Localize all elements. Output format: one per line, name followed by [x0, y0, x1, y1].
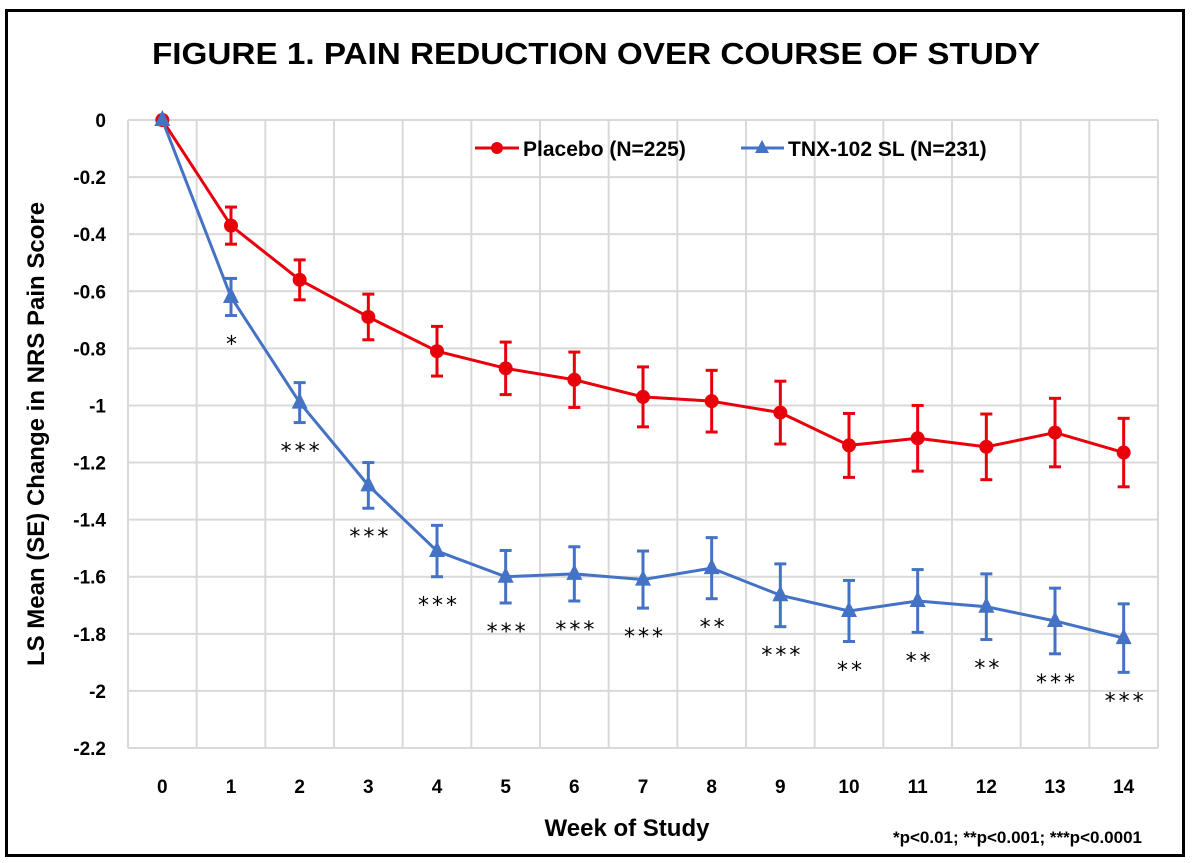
significance-label: ***: [1105, 689, 1147, 714]
legend-item-tnx: TNX-102 SL (N=231): [741, 138, 987, 161]
x-tick-label: 6: [569, 777, 580, 798]
significance-label: ***: [418, 594, 460, 619]
legend: Placebo (N=225) TNX-102 SL (N=231): [475, 138, 987, 161]
x-tick-label: 0: [157, 777, 168, 798]
y-tick-label: 0: [95, 111, 106, 132]
y-tick-label: -1: [89, 396, 106, 417]
chart-title: FIGURE 1. PAIN REDUCTION OVER COURSE OF …: [152, 36, 1040, 71]
data-point-triangle: [635, 569, 651, 586]
x-tick-label: 2: [294, 777, 305, 798]
chart-frame: [5, 9, 1185, 857]
significance-label: **: [974, 657, 1002, 682]
x-tick-label: 13: [1044, 777, 1065, 798]
data-point-triangle: [360, 475, 377, 492]
y-tick-label: -2.2: [73, 739, 106, 760]
significance-label: **: [837, 659, 865, 684]
data-point-triangle: [1047, 610, 1063, 627]
x-tick-label: 8: [706, 777, 717, 798]
series-layer: [154, 110, 1132, 674]
data-point-circle: [1048, 425, 1062, 440]
x-tick-label: 7: [638, 777, 649, 798]
data-point-triangle: [772, 585, 789, 602]
y-tick-label: -0.8: [73, 339, 106, 360]
data-point-triangle: [978, 596, 995, 613]
y-tick-label: -2: [89, 682, 106, 703]
significance-label: ***: [349, 525, 391, 550]
data-point-triangle: [291, 392, 308, 409]
significance-label: ***: [487, 620, 529, 645]
data-point-circle: [430, 344, 444, 359]
data-point-circle: [498, 361, 513, 376]
significance-label: ***: [1036, 671, 1078, 696]
x-axis-title: Week of Study: [545, 815, 711, 842]
x-tick-label: 3: [363, 777, 374, 798]
gridlines: [127, 119, 1159, 749]
data-point-circle: [842, 438, 856, 453]
significance-label: *: [226, 333, 240, 358]
data-point-circle: [567, 372, 582, 387]
y-tick-label: -0.2: [73, 168, 106, 189]
y-tick-label: -1.6: [73, 568, 106, 589]
y-tick-label: -1.8: [73, 625, 106, 646]
data-point-triangle: [497, 566, 514, 583]
series-tnx-102-sl: [154, 110, 1132, 674]
y-tick-label: -1.2: [73, 454, 106, 475]
data-point-triangle: [1115, 628, 1132, 645]
x-tick-label: 1: [226, 777, 237, 798]
significance-footnote: *p<0.01; **p<0.001; ***p<0.0001: [893, 828, 1142, 847]
significance-label: ***: [281, 440, 323, 465]
data-point-circle: [773, 405, 788, 420]
x-axis-ticks: 0 1 2 3 4 5 6 7 8 9 10 11 12 13 14: [157, 777, 1135, 798]
y-tick-label: -1.4: [73, 511, 106, 532]
x-tick-label: 9: [775, 777, 786, 798]
data-point-circle: [224, 218, 238, 233]
series-placebo: [155, 113, 1131, 489]
data-point-triangle: [703, 558, 720, 575]
data-point-triangle: [566, 563, 583, 580]
x-tick-label: 4: [432, 777, 443, 798]
data-point-triangle: [909, 590, 926, 607]
legend-item-placebo: Placebo (N=225): [475, 138, 686, 161]
data-point-triangle: [841, 600, 857, 617]
data-point-triangle: [223, 286, 239, 303]
significance-label: **: [700, 616, 728, 641]
x-tick-label: 5: [500, 777, 511, 798]
data-point-circle: [292, 272, 307, 287]
legend-marker-triangle-icon: [755, 140, 769, 153]
data-point-triangle: [429, 541, 445, 558]
legend-marker-circle-icon: [491, 142, 503, 154]
significance-label: ***: [624, 625, 666, 650]
y-tick-label: -0.4: [73, 225, 106, 246]
data-point-circle: [704, 394, 719, 409]
data-point-triangle: [154, 110, 171, 126]
y-tick-label: -0.6: [73, 282, 106, 303]
x-tick-label: 14: [1113, 777, 1135, 798]
data-point-circle: [1116, 445, 1131, 460]
x-tick-label: 12: [976, 777, 997, 798]
x-tick-label: 11: [908, 777, 929, 798]
significance-labels: ************* *** *** ******* ** ********: [226, 333, 1147, 715]
y-axis-title: LS Mean (SE) Change in NRS Pain Score: [23, 202, 50, 666]
legend-label-placebo: Placebo (N=225): [523, 138, 686, 161]
significance-label: ***: [555, 618, 597, 643]
significance-label: ***: [761, 644, 803, 669]
legend-label-tnx: TNX-102 SL (N=231): [788, 138, 987, 161]
y-axis-ticks: 0 -0.2 -0.4 -0.6 -0.8 -1 -1.2 -1.4 -1.6 -1.8 -2 -2.…: [73, 111, 106, 760]
data-point-circle: [636, 389, 650, 404]
data-point-circle: [979, 439, 994, 454]
data-point-circle: [910, 431, 925, 446]
x-tick-label: 10: [838, 777, 859, 798]
significance-label: **: [906, 649, 934, 674]
data-point-circle: [361, 309, 376, 324]
